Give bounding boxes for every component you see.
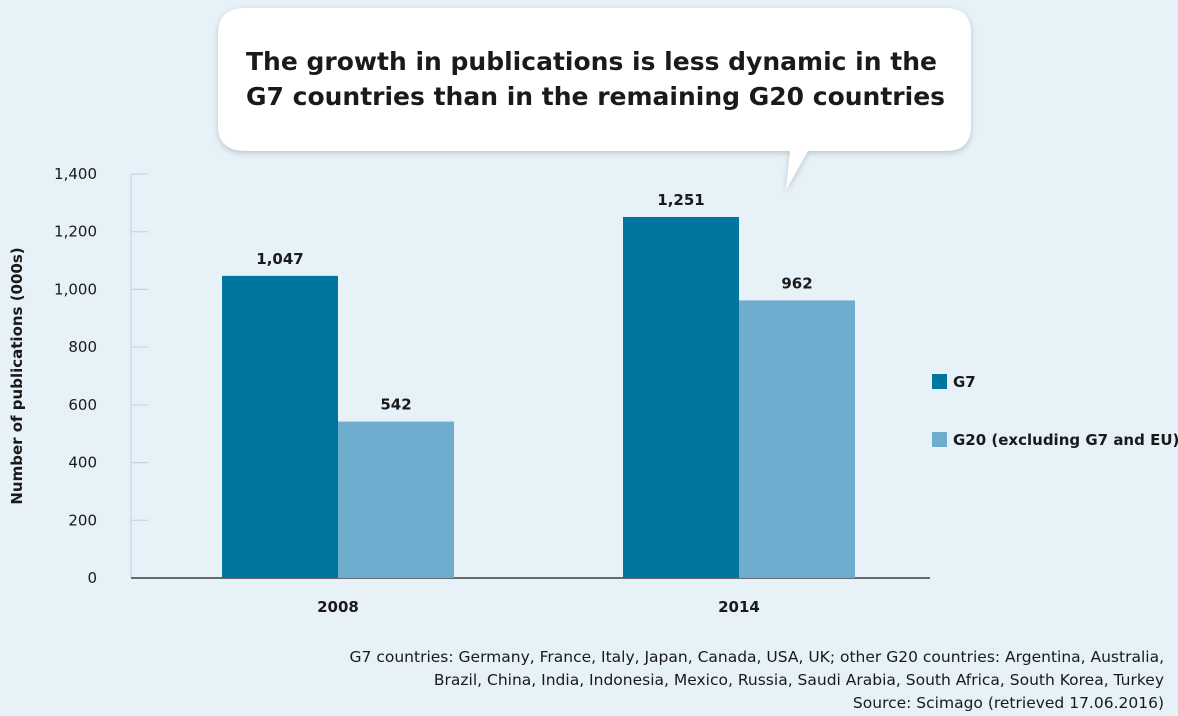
bar-g20-2008 bbox=[338, 421, 454, 578]
legend-swatch bbox=[932, 374, 947, 389]
x-category-label: 2008 bbox=[317, 598, 359, 616]
bar-value-label: 1,251 bbox=[657, 191, 704, 209]
x-category-label: 2014 bbox=[718, 598, 760, 616]
legend-label: G20 (excluding G7 and EU) bbox=[953, 431, 1178, 449]
y-tick-label: 200 bbox=[68, 511, 97, 529]
bar-g20-2014 bbox=[739, 300, 855, 578]
y-tick-label: 1,000 bbox=[54, 280, 97, 298]
bar-value-label: 542 bbox=[380, 396, 411, 414]
bar-g7-2008 bbox=[222, 275, 338, 578]
callout-bubble bbox=[218, 8, 971, 190]
bar-value-label: 962 bbox=[781, 274, 812, 292]
y-tick-label: 600 bbox=[68, 396, 97, 414]
note-g20-countries: Brazil, China, India, Indonesia, Mexico,… bbox=[433, 671, 1164, 689]
y-axis-title: Number of publications (000s) bbox=[8, 247, 26, 504]
bar-g7-2014 bbox=[623, 216, 739, 579]
note-g7-countries: G7 countries: Germany, France, Italy, Ja… bbox=[349, 648, 1164, 666]
legend-swatch bbox=[932, 432, 947, 447]
bar-value-label: 1,047 bbox=[256, 250, 303, 268]
y-tick-label: 1,200 bbox=[54, 223, 97, 241]
y-tick-label: 1,400 bbox=[54, 165, 97, 183]
callout-title: The growth in publications is less dynam… bbox=[246, 47, 946, 111]
y-tick-label: 800 bbox=[68, 338, 97, 356]
y-tick-label: 400 bbox=[68, 454, 97, 472]
source-note: Source: Scimago (retrieved 17.06.2016) bbox=[852, 694, 1164, 712]
legend-label: G7 bbox=[953, 373, 976, 391]
y-tick-label: 0 bbox=[87, 569, 97, 587]
